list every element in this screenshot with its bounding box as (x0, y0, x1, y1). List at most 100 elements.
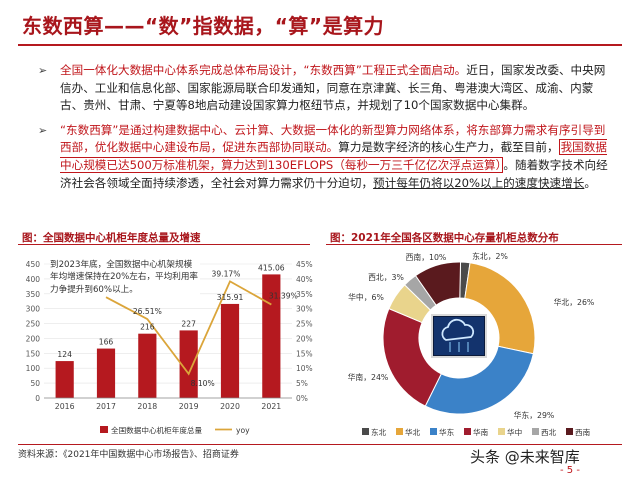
bullet-2-underline: 预计每年仍将以20%以上的速度快速增长 (373, 175, 585, 190)
y2-tick-label: 35% (296, 290, 313, 299)
legend-swatch (532, 428, 539, 435)
y2-tick-label: 45% (296, 260, 313, 269)
y-tick-label: 150 (26, 349, 41, 358)
bullet-item-2: ➢ “东数西算”是通过构建数据中心、云计算、大数据一体化的新型算力网络体系，将东… (38, 122, 616, 192)
y-tick-label: 350 (26, 290, 41, 299)
pie-slice-label: 西南，10% (406, 252, 447, 262)
pie-slice-label: 华东，29% (514, 410, 555, 420)
left-title-rule (18, 244, 310, 245)
bullet-1-rest: 近日，国家发改委、中央网信办、工业和信息化部、国家能源局联合印发通知，同意在京津… (60, 63, 606, 113)
pie-label-bg (471, 250, 509, 262)
footer-divider (18, 444, 622, 445)
right-chart-title: 图：2021年全国各区数据中心存量机柜总数分布 (330, 232, 559, 244)
y2-tick-label: 10% (296, 364, 313, 373)
x-tick-label: 2021 (261, 402, 281, 411)
y2-tick-label: 30% (296, 305, 313, 314)
bar-value-label: 216 (140, 323, 155, 332)
yoy-value-label: 39.17% (212, 269, 241, 278)
y-tick-label: 400 (26, 275, 41, 284)
x-tick-label: 2020 (220, 402, 240, 411)
bullet-1-lead: 全国一体化大数据中心体系完成总体布局设计，“东数西算”工程正式全面启动。 (60, 63, 467, 77)
legend-swatch (566, 428, 573, 435)
pie-slice (414, 261, 462, 306)
arrow-bullet-icon: ➢ (38, 64, 48, 77)
pie-slice-label: 西北，3% (368, 273, 404, 282)
pie-label-bg (403, 251, 449, 263)
y-tick-label: 450 (26, 260, 41, 269)
bar-value-label: 227 (181, 319, 196, 328)
chart-annotation: 到2023年底，全国数据中心机架规模年均增速保持在20%左右，平均利用率力争提升… (50, 259, 200, 297)
bullet-item-1: ➢ 全国一体化大数据中心体系完成总体布局设计，“东数西算”工程正式全面启动。近日… (38, 62, 616, 115)
pie-slice-label: 华南，24% (348, 372, 389, 382)
legend-label: 华北 (405, 427, 421, 437)
cloud-icon (441, 318, 475, 341)
legend-label: 东北 (371, 427, 387, 437)
pie-slice-label: 华中，6% (348, 292, 384, 302)
pie-slice-label: 东北，2% (472, 251, 508, 261)
bar (55, 361, 74, 398)
legend-label-bar: 全国数据中心机柜年度总量 (111, 425, 203, 435)
legend-label-line: yoy (236, 426, 250, 435)
y2-tick-label: 5% (296, 379, 308, 388)
pie-label-bg (347, 291, 385, 303)
source-note: 资料来源：《2021年中国数据中心市场报告》、招商证券 (18, 450, 239, 460)
pie-slice (424, 345, 534, 415)
bullet-2-lead: “东数西算”是通过构建数据中心、云计算、大数据一体化的新型算力网络体系，将东部算… (60, 122, 606, 155)
x-tick-label: 2019 (179, 402, 199, 411)
x-tick-label: 2017 (96, 402, 116, 411)
y-tick-label: 200 (26, 334, 41, 343)
bar (179, 330, 198, 398)
bullet-2-highlight: 我国数据中心规模已达500万标准机架，算力达到130EFLOPS（每秒一万三千亿… (60, 139, 607, 173)
legend-swatch (430, 428, 437, 435)
bullet-list: ➢ 全国一体化大数据中心体系完成总体布局设计，“东数西算”工程正式全面启动。近日… (38, 62, 616, 199)
bar-value-label: 124 (57, 350, 72, 359)
pie-label-bg (511, 409, 557, 421)
right-title-rule (326, 244, 622, 245)
legend-swatch (498, 428, 505, 435)
yoy-value-label: 26.51% (133, 307, 162, 316)
y2-tick-label: 40% (296, 275, 313, 284)
pie-slice (464, 262, 536, 355)
bar-value-label: 315.91 (217, 293, 244, 302)
bar (262, 274, 281, 398)
y2-tick-label: 0% (296, 394, 308, 403)
y-tick-label: 300 (26, 305, 41, 314)
title-divider (18, 44, 622, 46)
legend-label: 西北 (541, 428, 557, 437)
y2-tick-label: 15% (296, 349, 313, 358)
bar (138, 333, 157, 398)
yoy-line (105, 280, 272, 376)
legend-label: 西南 (575, 427, 591, 437)
bar (220, 303, 240, 398)
x-tick-label: 2016 (55, 402, 75, 411)
pie-label-bg (367, 271, 405, 283)
x-tick-label: 2018 (137, 402, 157, 411)
page-number: - 5 - (560, 465, 580, 476)
legend-swatch (362, 428, 369, 435)
legend-swatch-bar (100, 426, 108, 433)
y-tick-label: 0 (35, 394, 40, 403)
legend-label: 华中 (507, 427, 522, 437)
pie-label-bg (345, 371, 391, 383)
legend-label: 华东 (439, 427, 455, 437)
yoy-value-label: 31.39% (269, 292, 298, 301)
watermark: 头条 @未来智库 (470, 448, 580, 466)
legend-label: 华南 (473, 427, 489, 437)
legend-swatch (464, 428, 471, 435)
y-tick-label: 250 (26, 320, 41, 329)
pie-label-bg (551, 296, 597, 308)
arrow-bullet-icon: ➢ (38, 123, 48, 137)
left-chart-title: 图：全国数据中心机柜年度总量及增速 (22, 232, 201, 244)
y2-tick-label: 20% (296, 334, 313, 343)
pie-slice-label: 华北，26% (554, 297, 595, 307)
y-tick-label: 100 (26, 364, 41, 373)
pie-chart: 东北，2%华北，26%华东，29%华南，24%华中，6%西北，3%西南，10% … (345, 250, 597, 437)
bullet-2-end: 。 (584, 175, 596, 190)
y-tick-label: 50 (30, 379, 40, 388)
bar-value-label: 166 (99, 338, 114, 347)
yoy-value-label: 8.10% (191, 379, 215, 388)
page-title: 东数西算——“数”指数据，“算”是算力 (22, 14, 385, 38)
legend-swatch (396, 428, 403, 435)
bullet-2-mid1: 算力是数字经济的核心生产力，截至目前， (338, 140, 559, 155)
y2-tick-label: 25% (296, 320, 313, 329)
